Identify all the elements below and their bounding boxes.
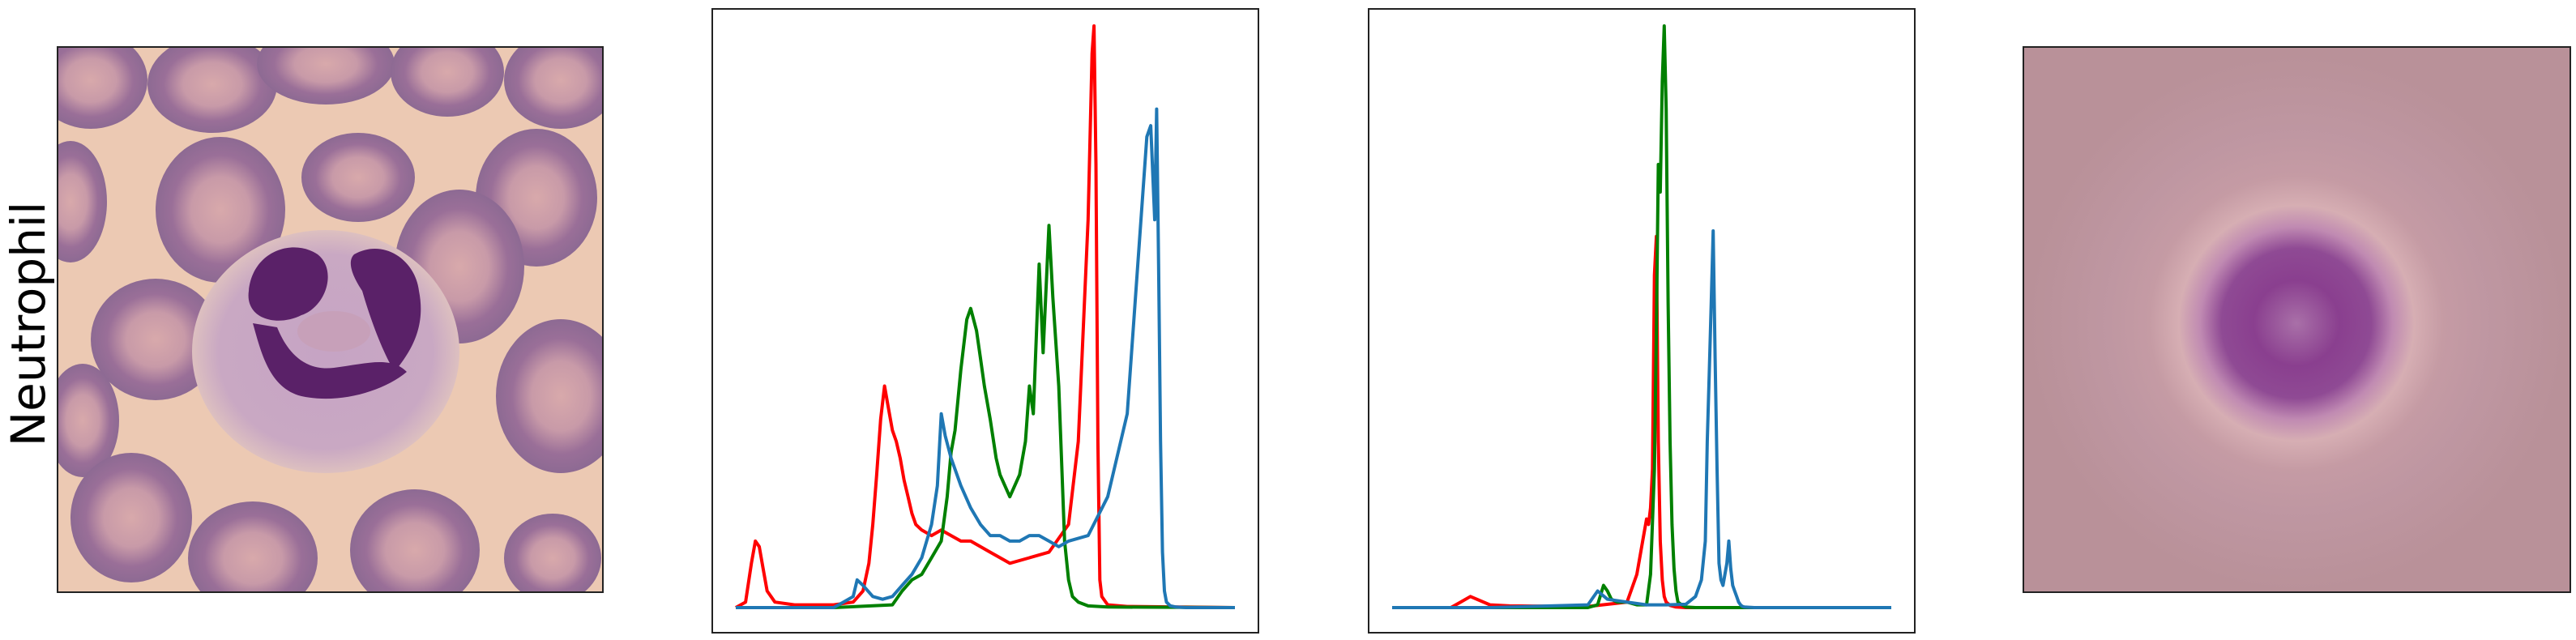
histogram-2-series (1392, 24, 1891, 609)
histogram-panel-2 (1368, 8, 1916, 634)
averaged-cell-image (2024, 48, 2570, 591)
histogram-2-plot (1392, 24, 1891, 609)
row-label-text: Neutrophil (1, 201, 56, 447)
red-channel-line (1392, 234, 1891, 609)
blue-channel-line (736, 107, 1235, 609)
mean-cell-image (2023, 46, 2571, 593)
histogram-1-plot (735, 24, 1236, 609)
red-channel-line (735, 24, 1236, 609)
histogram-panel-1 (711, 8, 1259, 634)
green-channel-line (736, 224, 1236, 609)
blue-channel-line (1392, 229, 1891, 609)
neutrophil-photo (58, 48, 602, 591)
row-label: Neutrophil (0, 0, 57, 640)
green-channel-line (1392, 24, 1891, 609)
original-cell-image (57, 46, 604, 593)
histogram-1-series (735, 24, 1236, 609)
